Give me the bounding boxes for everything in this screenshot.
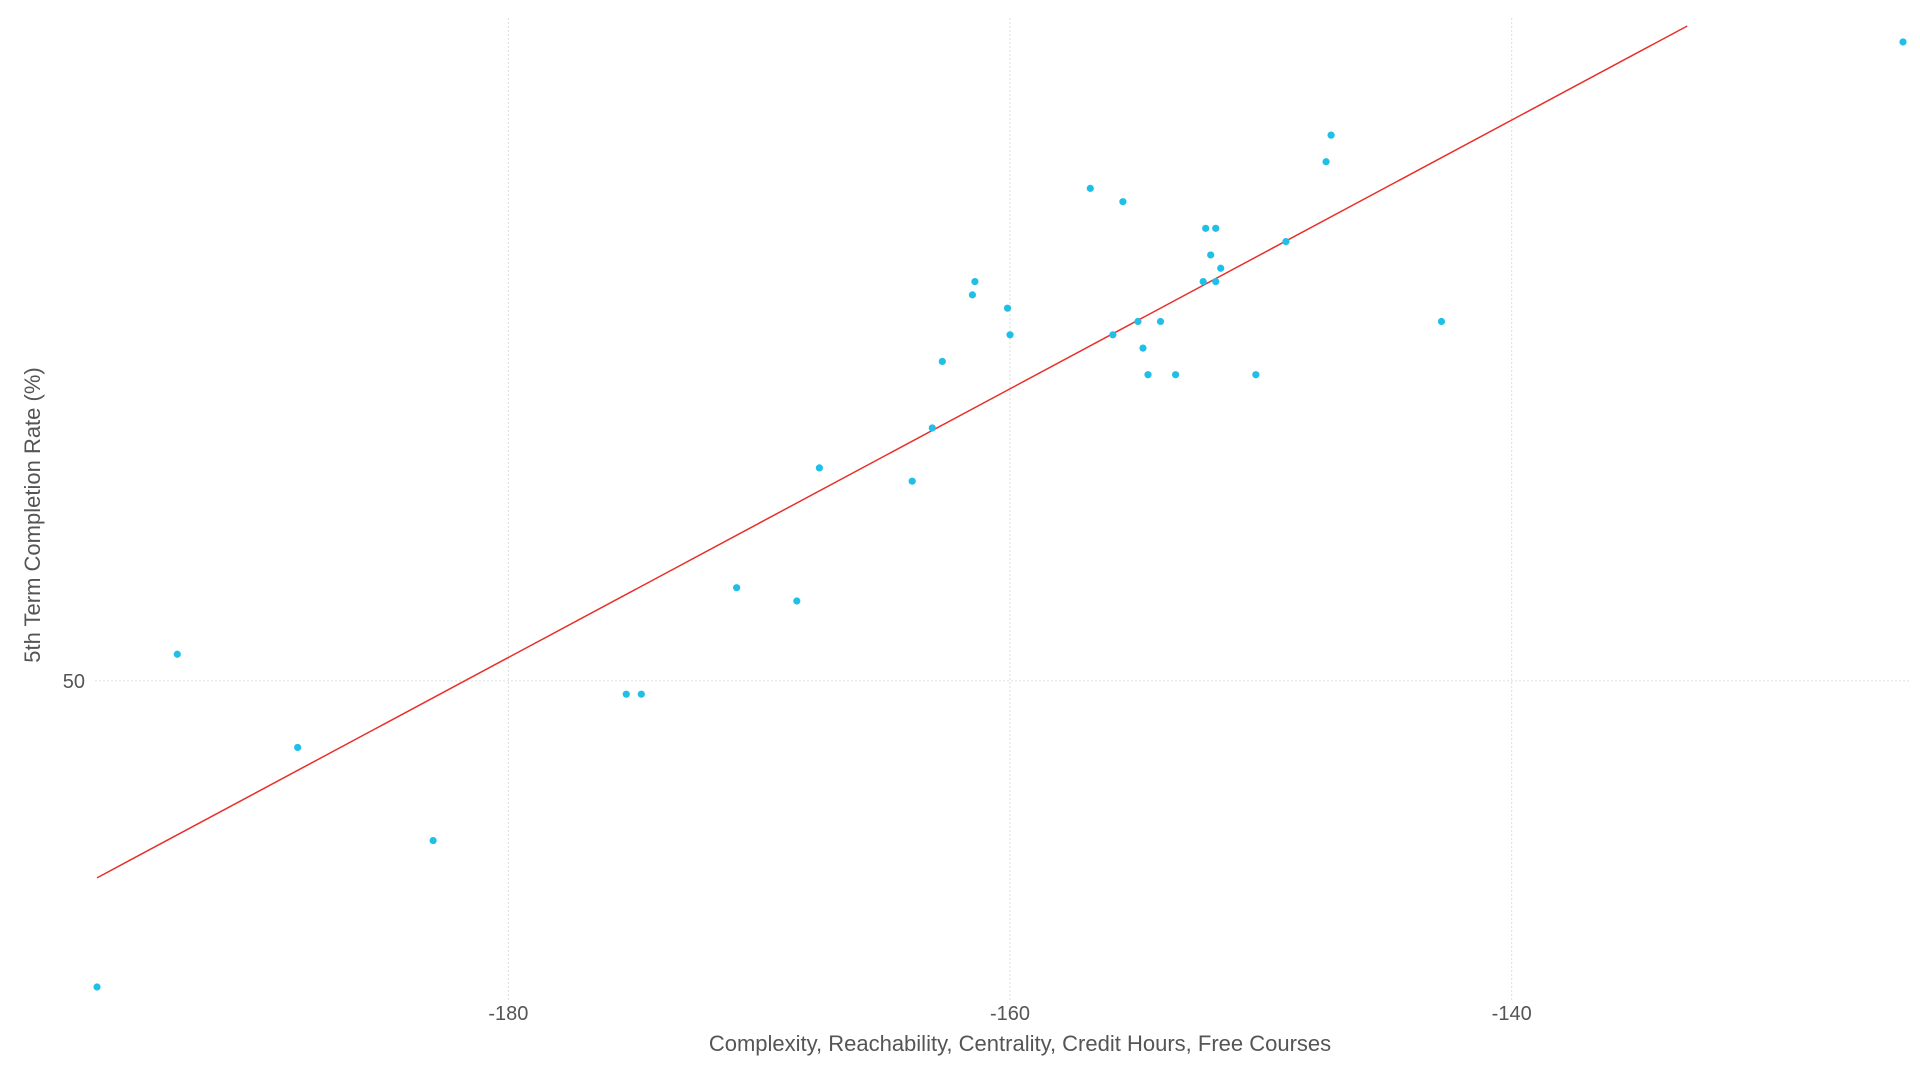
data-point [1212,224,1220,232]
x-tick-label: -160 [990,1003,1030,1025]
data-point [1207,251,1215,259]
grid [95,18,1910,1000]
data-point [622,690,630,698]
data-point [1006,331,1014,339]
data-point [1119,198,1127,206]
data-point [815,464,824,472]
data-point [637,690,645,698]
data-point [1212,277,1220,286]
data-point [1109,331,1117,339]
data-point [971,277,979,286]
x-axis-title: Complexity, Reachability, Centrality, Cr… [709,1031,1331,1056]
data-point [1156,317,1165,326]
data-point [1252,371,1260,379]
points-layer [93,38,1907,991]
data-point [1171,371,1180,379]
data-point [1086,184,1094,192]
regression-line [96,25,1688,879]
y-tick-label: 50 [63,671,85,693]
data-point [793,597,801,605]
data-point [733,584,741,592]
data-point [1899,38,1907,46]
data-point [1282,238,1290,246]
data-point [908,477,916,485]
data-point [1327,131,1335,139]
fit-line-layer [96,25,1688,879]
data-point [1322,158,1330,166]
data-point [1202,224,1210,232]
data-point [1139,344,1147,352]
data-point [1199,277,1207,286]
x-tick-label: -180 [488,1003,528,1025]
data-point [294,743,302,752]
data-point [928,424,936,432]
data-point [1437,317,1446,326]
data-point [1003,304,1012,312]
data-point [1134,317,1142,326]
data-point [1217,264,1225,272]
x-tick-label: -140 [1492,1003,1532,1025]
data-point [93,983,101,991]
data-point [1144,371,1152,379]
data-point [429,836,437,845]
data-point [968,291,977,299]
y-axis-title: 5th Term Completion Rate (%) [20,367,45,663]
data-point [173,650,181,658]
tick-labels: -180 -160 -140 50 [63,671,1532,1025]
data-point [938,357,946,366]
